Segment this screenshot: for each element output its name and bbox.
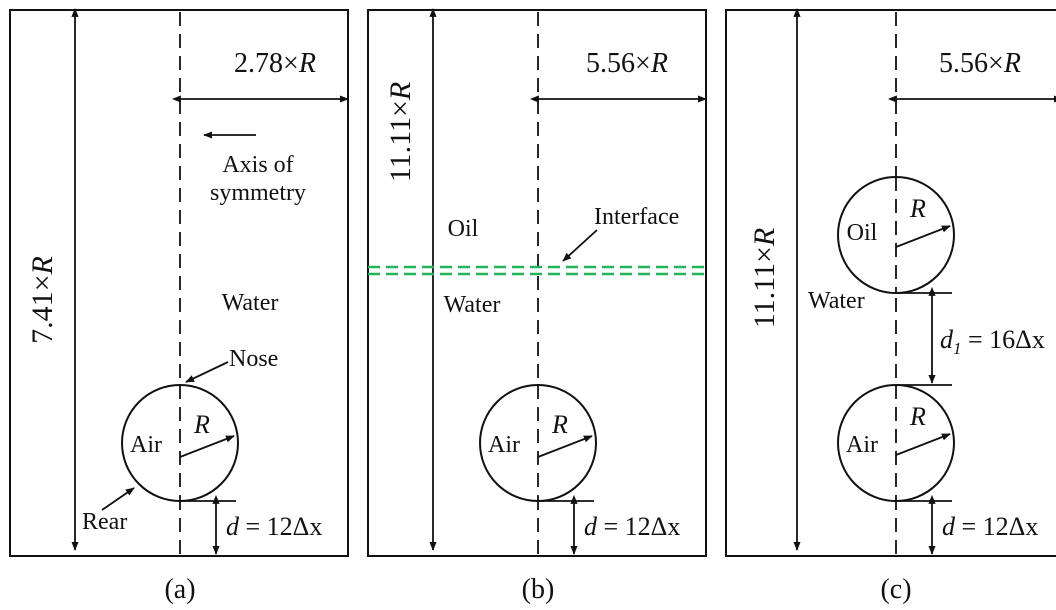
nose-arrow: [185, 361, 229, 383]
gap-label-a: d = 12Δx: [226, 512, 322, 541]
height-label-a: 7.41×R: [26, 256, 59, 344]
caption-b: (b): [522, 574, 555, 605]
radius-arrow-a: [179, 435, 235, 458]
bubble-label-b: Air: [488, 432, 520, 458]
gap-label-c: d = 12Δx: [942, 512, 1038, 541]
height-label-c: 11.11×R: [748, 228, 781, 329]
panel-c: 11.11×R 5.56×R R Oil Water d1 = 16Δx R A…: [725, 7, 1056, 605]
axis-label-line2: symmetry: [210, 180, 306, 206]
panel-b: 11.11×R 5.56×R Interface Oil Water R Air…: [367, 7, 707, 605]
radius-label-c-lower: R: [909, 402, 926, 431]
caption-a: (a): [164, 574, 195, 605]
radius-label-c-upper: R: [909, 194, 926, 223]
radius-label-a: R: [193, 410, 210, 439]
width-label-b: 5.56×R: [586, 48, 668, 79]
bubble-label-c: Air: [846, 432, 878, 458]
domain-box-b: [367, 9, 707, 557]
caption-c: (c): [880, 574, 911, 605]
radius-arrow-c-upper: [895, 225, 951, 248]
radius-arrow-b: [537, 435, 593, 458]
radius-label-b: R: [551, 410, 568, 439]
panel-a: 7.41×R 2.78×R Axis of symmetry Water R A…: [9, 7, 349, 605]
radius-arrow-c-lower: [895, 433, 951, 456]
bubble-label-a: Air: [130, 432, 162, 458]
rear-label: Rear: [82, 509, 127, 535]
lower-fluid-label-b: Water: [444, 292, 501, 318]
gap-label-b: d = 12Δx: [584, 512, 680, 541]
domain-box-c: [725, 9, 1056, 557]
interface-label: Interface: [594, 204, 679, 230]
axis-label-line1: Axis of: [222, 152, 293, 178]
separation-label-c: d1 = 16Δx: [940, 325, 1045, 358]
height-label-b: 11.11×R: [384, 82, 417, 183]
fluid-label-a: Water: [222, 290, 279, 316]
width-label-a: 2.78×R: [234, 48, 316, 79]
upper-fluid-label-b: Oil: [448, 216, 479, 242]
domain-box-a: [9, 9, 349, 557]
droplet-label-c: Oil: [847, 220, 878, 246]
fluid-label-c: Water: [808, 288, 865, 314]
nose-label: Nose: [229, 346, 278, 372]
width-label-c: 5.56×R: [939, 48, 1021, 79]
interface-arrow: [562, 229, 598, 262]
rear-arrow: [101, 487, 135, 511]
